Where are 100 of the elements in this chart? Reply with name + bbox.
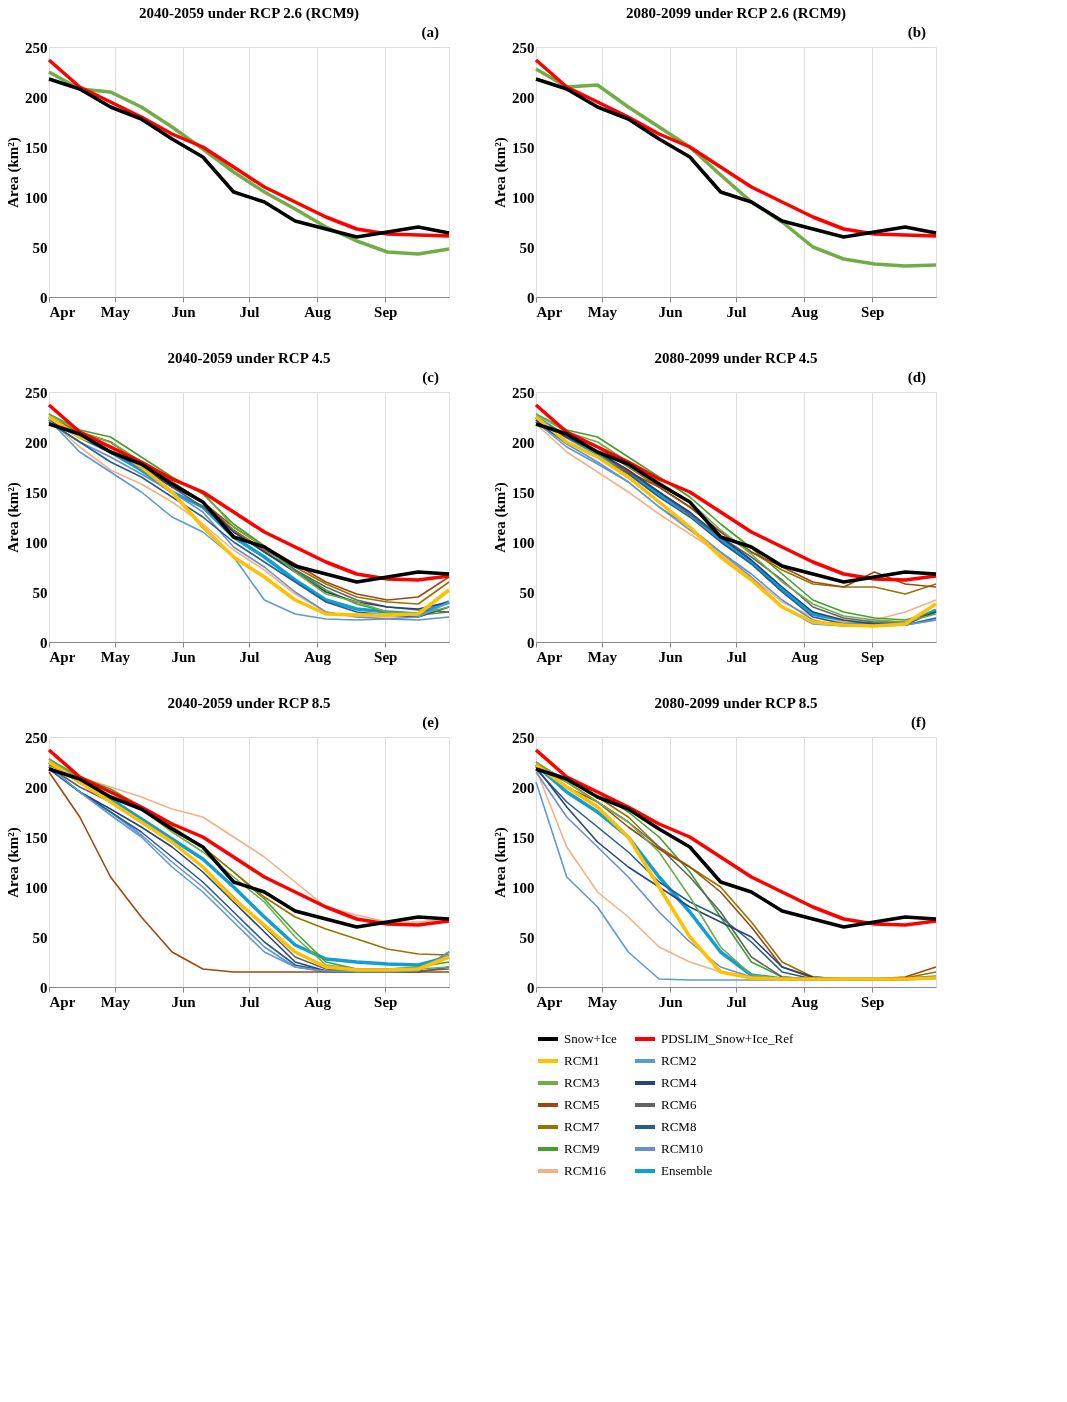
x-tick-label: Apr <box>536 303 563 320</box>
y-tick-label: 0 <box>40 979 48 996</box>
x-tick-label: May <box>587 993 618 1010</box>
x-tick-label: May <box>587 303 618 320</box>
x-tick-label: Sep <box>861 303 885 320</box>
x-tick-label: Aug <box>304 303 332 320</box>
y-tick-label: 100 <box>25 879 48 896</box>
legend-label: PDSLIM_Snow+Ice_Ref <box>661 1031 794 1046</box>
legend-label: RCM16 <box>564 1163 607 1178</box>
y-tick-label: 0 <box>527 979 535 996</box>
y-tick-label: 150 <box>25 829 48 846</box>
y-tick-label: 200 <box>25 779 48 796</box>
y-axis-title: Area (km²) <box>5 482 22 553</box>
x-tick-label: Jul <box>239 303 260 320</box>
x-tick-label: May <box>100 303 131 320</box>
y-tick-label: 100 <box>25 189 48 206</box>
legend-label: RCM7 <box>564 1119 600 1134</box>
x-tick-label: Jul <box>239 648 260 665</box>
x-tick-label: Apr <box>49 303 76 320</box>
y-tick-label: 100 <box>512 189 535 206</box>
chart-title: 2040-2059 under RCP 4.5 <box>167 350 331 366</box>
legend-label: RCM10 <box>661 1141 703 1156</box>
legend-label: RCM4 <box>661 1075 697 1090</box>
x-tick-label: Apr <box>536 648 563 665</box>
x-tick-label: Apr <box>536 993 563 1010</box>
y-tick-label: 150 <box>512 484 535 501</box>
x-tick-label: Aug <box>791 303 819 320</box>
legend-label: RCM5 <box>564 1097 600 1112</box>
x-tick-label: Jun <box>171 648 197 665</box>
y-axis-title: Area (km²) <box>5 137 22 208</box>
legend-label: Ensemble <box>661 1163 713 1178</box>
y-tick-label: 100 <box>512 879 535 896</box>
x-tick-label: Apr <box>49 993 76 1010</box>
x-tick-label: Jun <box>658 303 684 320</box>
y-tick-label: 250 <box>512 729 535 746</box>
y-tick-label: 0 <box>40 289 48 306</box>
legend-label: RCM2 <box>661 1053 697 1068</box>
y-tick-label: 250 <box>25 384 48 401</box>
y-tick-label: 200 <box>512 779 535 796</box>
chart-title: 2080-2099 under RCP 2.6 (RCM9) <box>625 5 847 22</box>
y-tick-label: 250 <box>512 384 535 401</box>
x-tick-label: May <box>587 648 618 665</box>
text: (d) <box>907 369 926 386</box>
x-tick-label: Jul <box>726 993 747 1010</box>
y-tick-label: 50 <box>32 929 48 946</box>
y-axis-title: Area (km²) <box>492 137 509 208</box>
y-tick-label: 200 <box>25 89 48 106</box>
legend-label: Snow+Ice <box>564 1031 618 1046</box>
x-tick-label: Jun <box>171 303 197 320</box>
y-tick-label: 250 <box>25 39 48 56</box>
x-tick-label: May <box>100 993 131 1010</box>
y-tick-label: 0 <box>527 289 535 306</box>
y-tick-label: 50 <box>32 239 48 256</box>
legend-label: RCM8 <box>661 1119 697 1134</box>
y-axis-title: Area (km²) <box>5 827 22 898</box>
text: (b) <box>907 24 926 41</box>
y-tick-label: 0 <box>527 634 535 651</box>
x-tick-label: Sep <box>374 648 398 665</box>
chart-title: 2080-2099 under RCP 4.5 <box>654 350 818 366</box>
legend-label: RCM6 <box>661 1097 697 1112</box>
x-tick-label: Jun <box>658 648 684 665</box>
y-tick-label: 200 <box>512 89 535 106</box>
y-tick-label: 250 <box>25 729 48 746</box>
x-tick-label: Aug <box>791 993 819 1010</box>
legend-label: RCM9 <box>564 1141 600 1156</box>
y-tick-label: 50 <box>519 239 535 256</box>
y-tick-label: 150 <box>512 139 535 156</box>
y-tick-label: 250 <box>512 39 535 56</box>
x-tick-label: Apr <box>49 648 76 665</box>
x-tick-label: Sep <box>861 993 885 1010</box>
text: (f) <box>911 714 926 731</box>
legend-label: RCM3 <box>564 1075 600 1090</box>
y-tick-label: 200 <box>512 434 535 451</box>
x-tick-label: Sep <box>374 993 398 1010</box>
x-tick-label: Sep <box>861 648 885 665</box>
text: (c) <box>422 369 439 386</box>
x-tick-label: Jun <box>171 993 197 1010</box>
y-tick-label: 150 <box>512 829 535 846</box>
x-tick-label: Jul <box>726 648 747 665</box>
y-axis-title: Area (km²) <box>492 482 509 553</box>
x-tick-label: Jul <box>239 993 260 1010</box>
chart-title: 2080-2099 under RCP 8.5 <box>654 695 818 711</box>
text: (a) <box>421 24 439 41</box>
y-tick-label: 100 <box>512 534 535 551</box>
chart-title: 2040-2059 under RCP 2.6 (RCM9) <box>138 5 360 22</box>
y-tick-label: 50 <box>32 584 48 601</box>
x-tick-label: Sep <box>374 303 398 320</box>
x-tick-label: May <box>100 648 131 665</box>
x-tick-label: Aug <box>304 993 332 1010</box>
y-tick-label: 100 <box>25 534 48 551</box>
y-axis-title: Area (km²) <box>492 827 509 898</box>
legend-label: RCM1 <box>564 1053 600 1068</box>
chart-title: 2040-2059 under RCP 8.5 <box>167 695 331 711</box>
y-tick-label: 0 <box>40 634 48 651</box>
x-tick-label: Aug <box>791 648 819 665</box>
y-tick-label: 150 <box>25 139 48 156</box>
y-tick-label: 150 <box>25 484 48 501</box>
y-tick-label: 200 <box>25 434 48 451</box>
text: (e) <box>422 714 439 731</box>
x-tick-label: Aug <box>304 648 332 665</box>
